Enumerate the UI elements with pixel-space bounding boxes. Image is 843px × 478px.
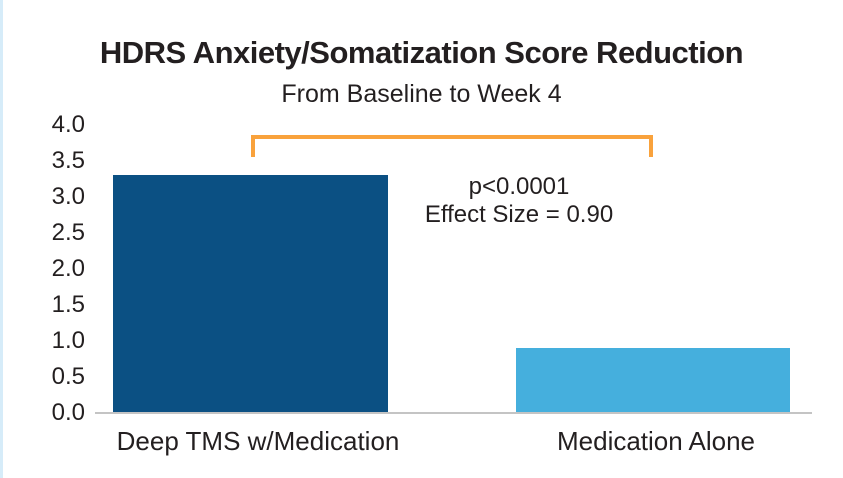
x-label-deep-tms-w-medication: Deep TMS w/Medication (116, 426, 400, 456)
effect-size-text: Effect Size = 0.90 (424, 201, 614, 228)
y-tick-label: 1.0 (51, 327, 85, 354)
chart-subtitle: From Baseline to Week 4 (281, 80, 562, 108)
y-tick-label: 4.0 (51, 111, 85, 138)
y-tick-label: 0.5 (51, 363, 85, 390)
left-edge-strip (0, 0, 3, 478)
bar-deep-tms-w-medication (113, 175, 388, 413)
significance-bracket (251, 135, 653, 157)
x-axis-line (95, 412, 812, 414)
bar-medication-alone (516, 348, 790, 413)
y-tick-label: 2.5 (51, 219, 85, 246)
y-tick-label: 2.0 (51, 255, 85, 282)
y-tick-label: 3.5 (51, 147, 85, 174)
chart-title: HDRS Anxiety/Somatization Score Reductio… (99, 35, 744, 70)
y-tick-label: 3.0 (51, 183, 85, 210)
y-tick-label: 1.5 (51, 291, 85, 318)
plot-area (0, 125, 843, 413)
y-axis: 4.0 3.5 3.0 2.5 2.0 1.5 1.0 0.5 0.0 (0, 0, 90, 478)
p-value-text: p<0.0001 (468, 173, 570, 200)
y-tick-label: 0.0 (51, 399, 85, 426)
x-label-medication-alone: Medication Alone (556, 426, 756, 456)
significance-annotation: p<0.0001 Effect Size = 0.90 (369, 173, 669, 229)
